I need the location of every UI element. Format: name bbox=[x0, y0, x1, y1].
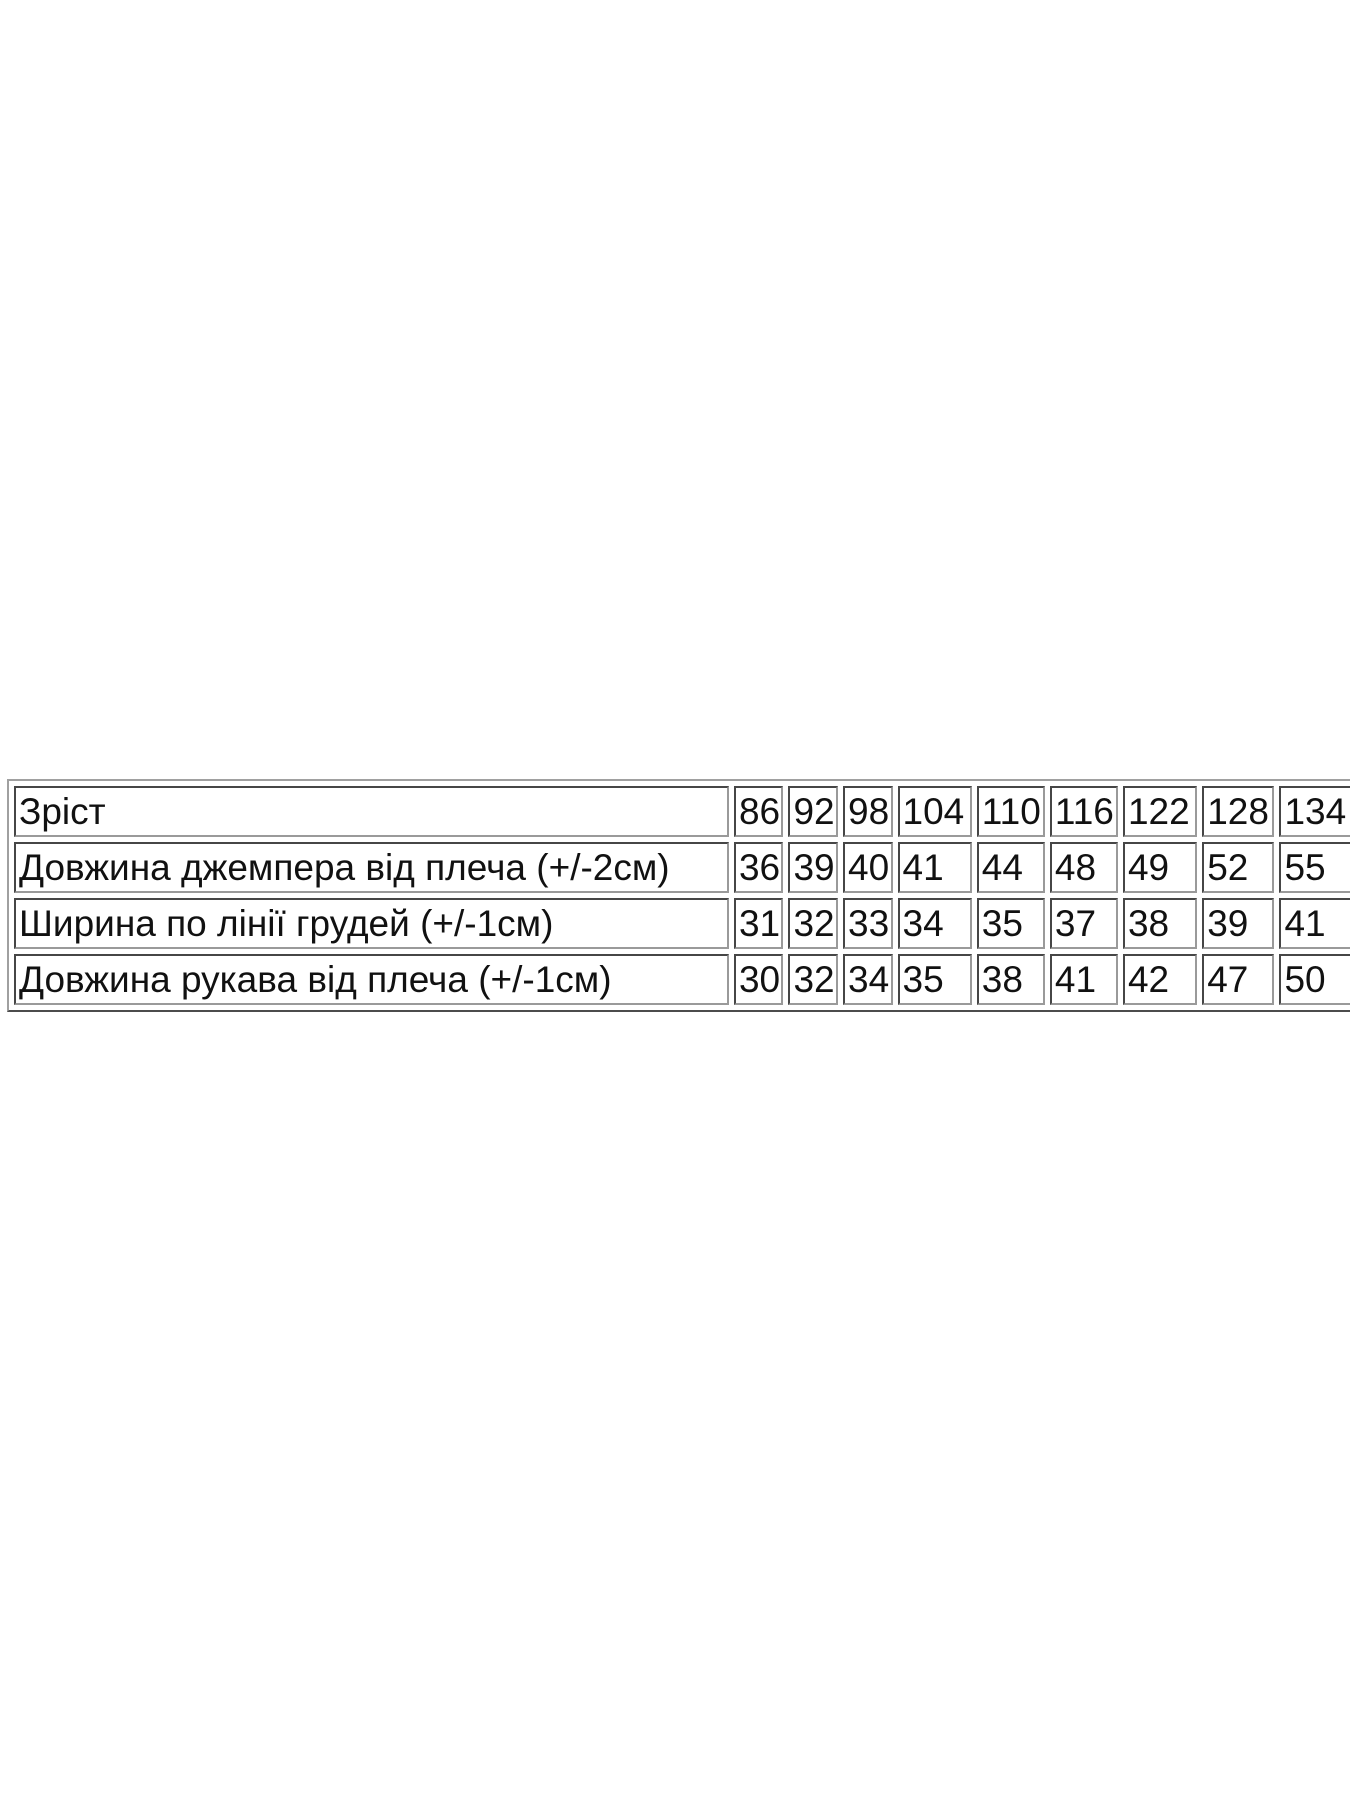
row-label: Довжина рукава від плеча (+/-1см) bbox=[14, 954, 729, 1005]
table-cell: 36 bbox=[733, 842, 784, 893]
table-cell: 134 bbox=[1279, 786, 1350, 837]
table-cell: 35 bbox=[897, 954, 972, 1005]
table-cell: 50 bbox=[1279, 954, 1350, 1005]
row-label: Ширина по лінії грудей (+/-1см) bbox=[14, 898, 729, 949]
table-row: Довжина джемпера від плеча (+/-2см) 36 39 4… bbox=[14, 842, 1350, 893]
table-cell: 39 bbox=[788, 842, 838, 893]
table-cell: 48 bbox=[1049, 842, 1118, 893]
size-chart-table: Зріст 86 92 98 104 110 116 122 128 134 Довжина дже… bbox=[7, 779, 1350, 1012]
table-cell: 33 bbox=[843, 898, 893, 949]
table-cell: 86 bbox=[733, 786, 784, 837]
table-row: Зріст 86 92 98 104 110 116 122 128 134 bbox=[14, 786, 1350, 837]
row-label: Зріст bbox=[14, 786, 729, 837]
table-cell: 110 bbox=[976, 786, 1045, 837]
table-cell: 98 bbox=[843, 786, 893, 837]
table-cell: 42 bbox=[1122, 954, 1198, 1005]
table-cell: 116 bbox=[1049, 786, 1118, 837]
table-cell: 55 bbox=[1279, 842, 1350, 893]
table-cell: 32 bbox=[788, 898, 838, 949]
table-cell: 92 bbox=[788, 786, 838, 837]
table-cell: 34 bbox=[897, 898, 972, 949]
table-cell: 49 bbox=[1122, 842, 1198, 893]
table-cell: 128 bbox=[1202, 786, 1275, 837]
table-cell: 39 bbox=[1202, 898, 1275, 949]
table-cell: 41 bbox=[1049, 954, 1118, 1005]
table-cell: 44 bbox=[976, 842, 1045, 893]
table-row: Ширина по лінії грудей (+/-1см) 31 32 33 34 3… bbox=[14, 898, 1350, 949]
table-cell: 35 bbox=[976, 898, 1045, 949]
table-cell: 52 bbox=[1202, 842, 1275, 893]
row-label: Довжина джемпера від плеча (+/-2см) bbox=[14, 842, 729, 893]
table-cell: 38 bbox=[1122, 898, 1198, 949]
table-cell: 38 bbox=[976, 954, 1045, 1005]
table-cell: 104 bbox=[897, 786, 972, 837]
table-cell: 41 bbox=[897, 842, 972, 893]
table-cell: 30 bbox=[733, 954, 784, 1005]
table-cell: 31 bbox=[733, 898, 784, 949]
table-cell: 37 bbox=[1049, 898, 1118, 949]
table-cell: 34 bbox=[843, 954, 893, 1005]
table-cell: 40 bbox=[843, 842, 893, 893]
table-cell: 47 bbox=[1202, 954, 1275, 1005]
table-cell: 122 bbox=[1122, 786, 1198, 837]
table-cell: 32 bbox=[788, 954, 838, 1005]
table-cell: 41 bbox=[1279, 898, 1350, 949]
table-row: Довжина рукава від плеча (+/-1см) 30 32 34 3… bbox=[14, 954, 1350, 1005]
